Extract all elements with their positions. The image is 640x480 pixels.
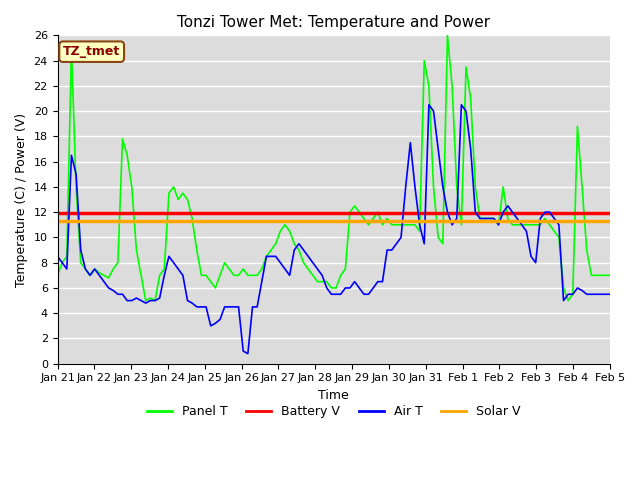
Panel T [444, 33, 451, 38]
Air T [425, 102, 433, 108]
Air T [597, 291, 605, 297]
Solar V [490, 218, 498, 224]
Air T [365, 291, 372, 297]
Title: Tonzi Tower Met: Temperature and Power: Tonzi Tower Met: Temperature and Power [177, 15, 490, 30]
Y-axis label: Temperature (C) / Power (V): Temperature (C) / Power (V) [15, 112, 28, 287]
Legend: Panel T, Battery V, Air T, Solar V: Panel T, Battery V, Air T, Solar V [141, 400, 526, 423]
Panel T [606, 273, 614, 278]
Solar V [54, 218, 61, 224]
Panel T [365, 222, 372, 228]
Line: Panel T: Panel T [58, 36, 610, 300]
Panel T [207, 279, 214, 285]
Panel T [499, 184, 507, 190]
Battery V [435, 211, 442, 216]
Air T [606, 291, 614, 297]
Solar V [360, 218, 368, 224]
Solar V [170, 218, 177, 224]
Solar V [588, 218, 595, 224]
Line: Air T: Air T [58, 105, 610, 354]
Solar V [606, 218, 614, 224]
Battery V [606, 211, 614, 216]
Battery V [170, 211, 177, 216]
Panel T [174, 197, 182, 203]
Battery V [54, 211, 61, 216]
Air T [202, 304, 210, 310]
Panel T [439, 241, 447, 247]
Air T [444, 209, 451, 215]
Air T [54, 253, 61, 259]
Solar V [435, 218, 442, 224]
Solar V [202, 218, 210, 224]
Air T [170, 260, 177, 265]
Air T [244, 351, 252, 357]
Battery V [202, 211, 210, 216]
Air T [499, 209, 507, 215]
Panel T [597, 273, 605, 278]
X-axis label: Time: Time [318, 389, 349, 402]
Panel T [54, 273, 61, 278]
Battery V [360, 211, 368, 216]
Panel T [142, 298, 150, 303]
Battery V [588, 211, 595, 216]
Text: TZ_tmet: TZ_tmet [63, 45, 120, 58]
Battery V [490, 211, 498, 216]
